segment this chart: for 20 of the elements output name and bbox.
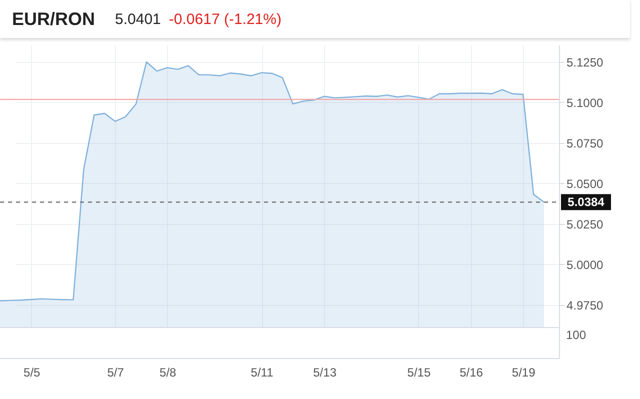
y-tick-label: 5.1250 — [566, 55, 604, 70]
ref-line-label: 5.0384 — [568, 195, 605, 210]
y-tick-label: 5.0750 — [566, 136, 604, 150]
x-tick-label: 5/7 — [107, 366, 124, 380]
y-tick-label: 4.9750 — [566, 298, 604, 312]
x-tick-label: 5/13 — [313, 366, 337, 380]
text: 5.0401 — [115, 10, 161, 28]
x-tick-label: 5/15 — [407, 366, 431, 380]
y-tick-label: 5.0500 — [566, 176, 604, 191]
text: 100 — [566, 328, 586, 342]
x-tick-label: 5/11 — [250, 366, 274, 380]
x-tick-label: 5/5 — [24, 366, 41, 380]
x-tick-label: 5/19 — [512, 366, 536, 380]
chart-title: EUR/RON — [12, 8, 96, 30]
x-tick-label: 5/16 — [460, 366, 484, 380]
text: -0.0617 (-1.21%) — [168, 10, 282, 28]
x-tick-label: 5/8 — [160, 366, 177, 380]
y-tick-label: 5.1000 — [566, 96, 604, 110]
y-tick-label: 5.0000 — [566, 258, 604, 272]
y-tick-label: 5.0250 — [566, 217, 604, 232]
